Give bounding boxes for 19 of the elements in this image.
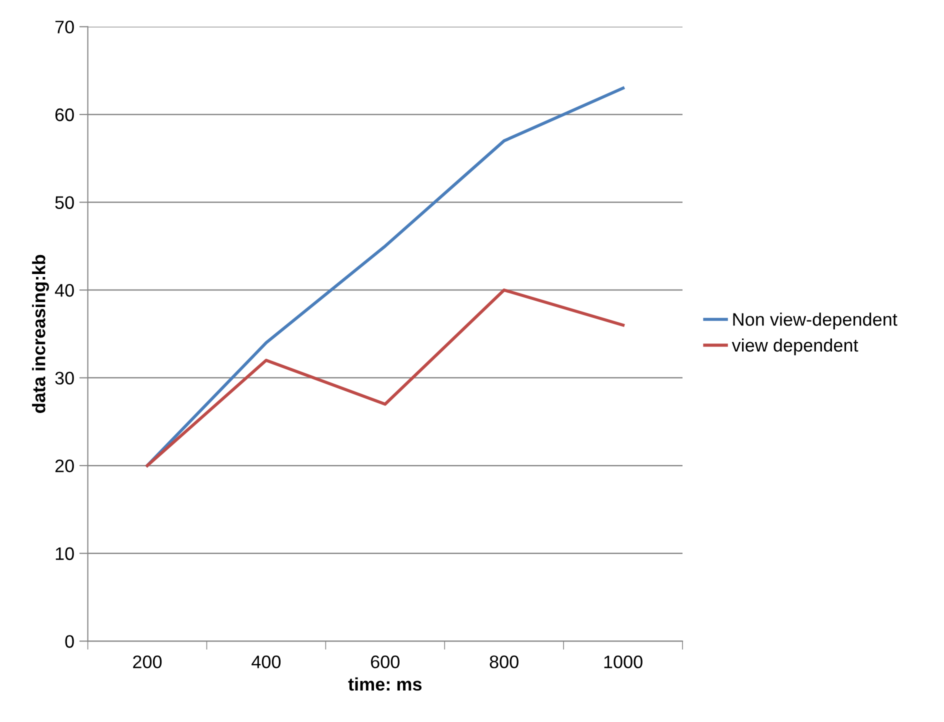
y-tick-label: 30 [55, 372, 74, 385]
x-tick-label: 400 [252, 656, 281, 668]
y-tick-label: 60 [55, 108, 74, 122]
x-tick-label: 1000 [604, 656, 642, 668]
x-axis-title: time: ms [348, 677, 422, 691]
y-tick-label: 0 [65, 635, 74, 648]
legend-label: view dependent [732, 338, 858, 356]
x-tick-label: 600 [371, 656, 400, 668]
y-axis-title: data increasing:kb [32, 254, 49, 413]
y-tick-label: 20 [55, 460, 74, 472]
x-tick-label: 800 [490, 656, 518, 668]
legend-label: Non view-dependent [733, 312, 898, 330]
line-series [146, 86, 625, 468]
x-tick-label: 200 [133, 656, 162, 668]
y-tick-label: 10 [56, 547, 74, 560]
y-tick-label: 50 [55, 196, 74, 209]
y-tick-label: 40 [54, 284, 74, 297]
y-tick-label: 70 [55, 20, 74, 34]
line-series [146, 288, 625, 468]
